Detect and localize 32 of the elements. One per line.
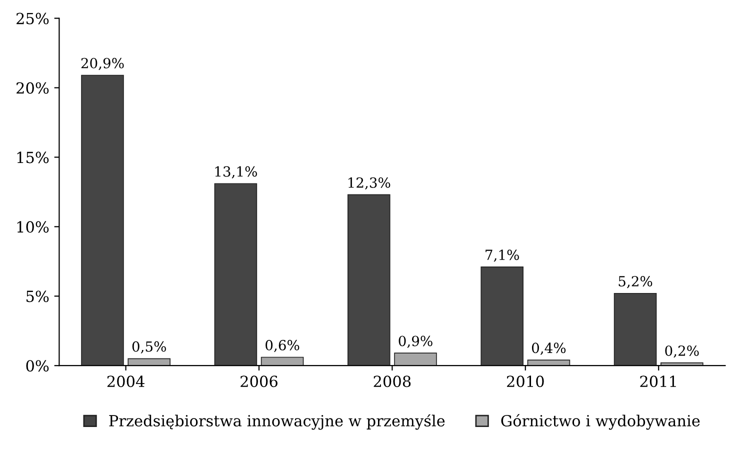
bar	[214, 183, 258, 366]
data-label: 5,2%	[618, 276, 652, 288]
bar	[128, 358, 171, 366]
bar	[394, 352, 437, 366]
bar	[614, 292, 657, 366]
data-label: 0,4%	[532, 342, 566, 355]
legend-label: Przedsiębiorstwa innowacyjne w przemyśle	[109, 414, 445, 430]
x-tick-label: 2008	[374, 376, 411, 388]
data-label: 13,1%	[215, 166, 257, 178]
x-tick-label: 2011	[640, 376, 676, 388]
x-tick-label: 2010	[506, 376, 544, 388]
bar	[81, 74, 124, 366]
data-label: 0,6%	[266, 340, 300, 352]
y-tick-label: 5%	[26, 290, 49, 302]
data-label: 12,3%	[348, 177, 390, 190]
y-tick-label: 0%	[26, 360, 49, 372]
y-tick-label: 20%	[16, 82, 49, 94]
legend-label: Górnictwo i wydobywanie	[501, 414, 700, 430]
bar	[260, 356, 304, 366]
x-tick-label: 2004	[107, 376, 144, 388]
y-tick-label: 25%	[16, 12, 49, 24]
bar	[347, 194, 390, 366]
data-label: 20,9%	[81, 58, 124, 70]
bar	[527, 360, 570, 366]
y-tick-label: 15%	[17, 152, 49, 164]
bar	[480, 266, 524, 366]
data-label: 0,5%	[132, 341, 166, 354]
data-label: 7,1%	[486, 250, 519, 262]
data-label: 0,9%	[398, 336, 432, 348]
data-label: 0,2%	[665, 345, 699, 358]
x-tick-label: 2006	[240, 376, 278, 388]
y-tick-label: 10%	[17, 221, 49, 233]
